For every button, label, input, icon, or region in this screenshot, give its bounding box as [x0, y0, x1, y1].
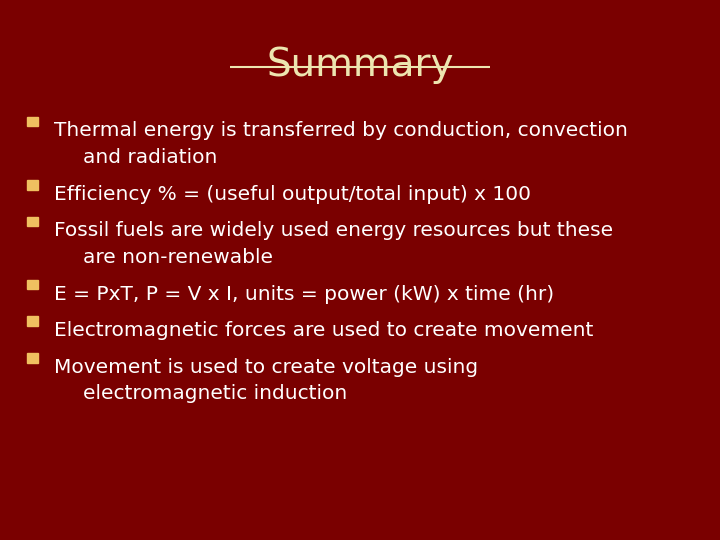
Text: Fossil fuels are widely used energy resources but these: Fossil fuels are widely used energy reso…: [54, 221, 613, 240]
Text: electromagnetic induction: electromagnetic induction: [83, 384, 347, 403]
Bar: [27, 217, 38, 226]
Text: Movement is used to create voltage using: Movement is used to create voltage using: [54, 358, 478, 377]
Bar: [27, 117, 38, 126]
Bar: [27, 180, 38, 190]
Text: are non-renewable: are non-renewable: [83, 248, 273, 267]
Bar: [27, 280, 38, 289]
Text: Efficiency % = (useful output/total input) x 100: Efficiency % = (useful output/total inpu…: [54, 185, 531, 204]
Text: Thermal energy is transferred by conduction, convection: Thermal energy is transferred by conduct…: [54, 122, 628, 140]
Text: Electromagnetic forces are used to create movement: Electromagnetic forces are used to creat…: [54, 321, 593, 340]
Bar: [27, 353, 38, 363]
Text: E = PxT, P = V x I, units = power (kW) x time (hr): E = PxT, P = V x I, units = power (kW) x…: [54, 285, 554, 303]
Text: and radiation: and radiation: [83, 148, 217, 167]
Bar: [27, 316, 38, 326]
Text: Summary: Summary: [266, 46, 454, 84]
